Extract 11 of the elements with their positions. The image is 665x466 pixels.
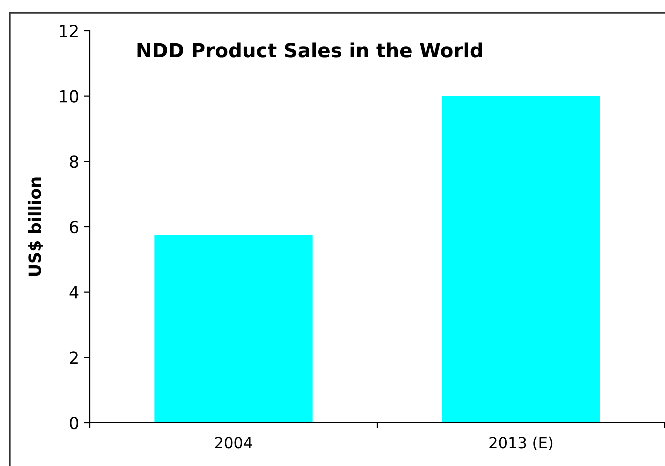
x-tick-label: 2004	[215, 437, 252, 449]
y-tick-label: 8	[70, 156, 78, 168]
y-tick-label: 4	[70, 286, 79, 299]
y-tick-label: 12	[60, 24, 78, 38]
chart-title: NDD Product Sales in the World	[138, 42, 482, 58]
y-tick-label: 2	[70, 352, 78, 364]
y-axis-title: US$ billion	[28, 178, 44, 276]
y-tick-label: 10	[60, 90, 78, 103]
y-tick-label: 0	[70, 416, 78, 430]
x-tick-label: 2013 (E)	[490, 436, 553, 451]
y-tick-label: 6	[70, 220, 79, 234]
